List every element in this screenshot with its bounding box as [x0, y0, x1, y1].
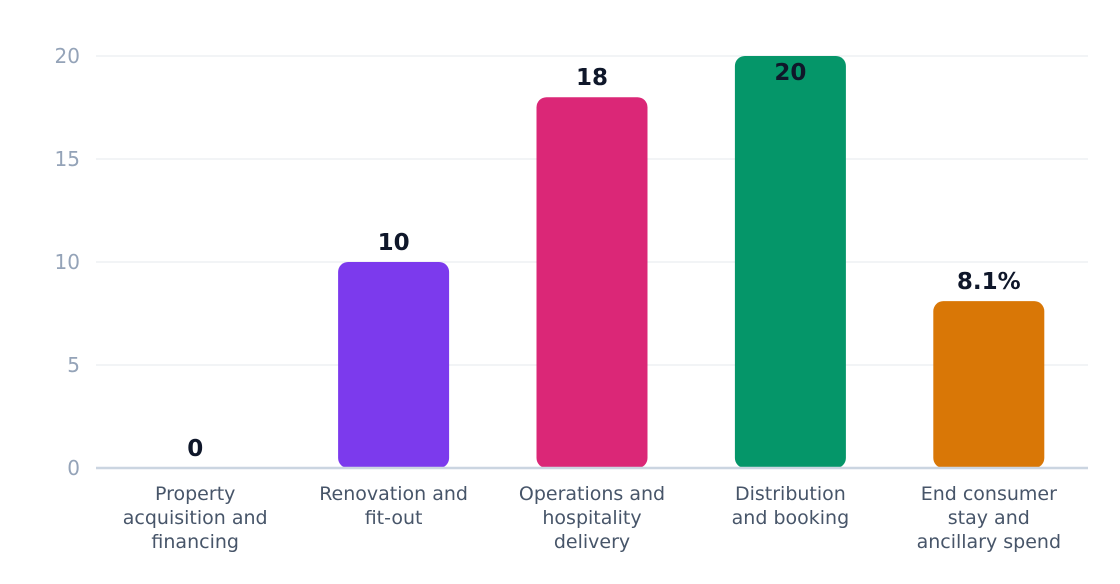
x-tick-label: Property acquisition and financing: [123, 483, 268, 553]
x-tick-label: Operations and hospitality delivery: [519, 483, 665, 553]
x-tick-label-line: Property: [155, 483, 235, 505]
x-tick-label-line: and booking: [732, 507, 849, 529]
bar: [734, 56, 846, 468]
x-tick-label-line: Renovation and: [319, 483, 468, 505]
bars: [338, 56, 1045, 468]
data-label: 20: [774, 60, 806, 86]
data-label: 10: [378, 230, 410, 256]
bar: [536, 97, 648, 468]
y-tick-label: 5: [67, 353, 80, 377]
x-tick-label-line: fit-out: [365, 507, 423, 529]
x-tick-label-line: Operations and: [519, 483, 665, 505]
x-tick-label-line: hospitality: [542, 507, 641, 529]
x-tick-label-line: ancillary spend: [917, 531, 1061, 553]
x-axis: Property acquisition and financing Renovati…: [123, 483, 1061, 553]
x-tick-label-line: delivery: [554, 531, 630, 553]
x-tick-label-line: End consumer: [921, 483, 1057, 505]
x-tick-label: Distribution and booking: [732, 483, 849, 529]
y-axis: 0 5 10 15 20: [55, 44, 80, 480]
y-tick-label: 20: [55, 44, 80, 68]
x-tick-label-line: financing: [151, 531, 239, 553]
y-tick-label: 10: [55, 250, 80, 274]
x-tick-label-line: acquisition and: [123, 507, 268, 529]
data-label: 18: [576, 65, 608, 91]
y-tick-label: 15: [55, 147, 80, 171]
x-tick-label: Renovation and fit-out: [319, 483, 468, 529]
x-tick-label: End consumer stay and ancillary spend: [917, 483, 1061, 553]
data-label: 8.1%: [957, 269, 1021, 295]
y-tick-label: 0: [67, 456, 80, 480]
x-tick-label-line: stay and: [948, 507, 1030, 529]
bar: [338, 262, 450, 468]
x-tick-label-line: Distribution: [735, 483, 846, 505]
data-labels: 0 10 18 20 8.1%: [187, 60, 1021, 462]
data-label: 0: [187, 436, 203, 462]
bar: [933, 301, 1045, 468]
